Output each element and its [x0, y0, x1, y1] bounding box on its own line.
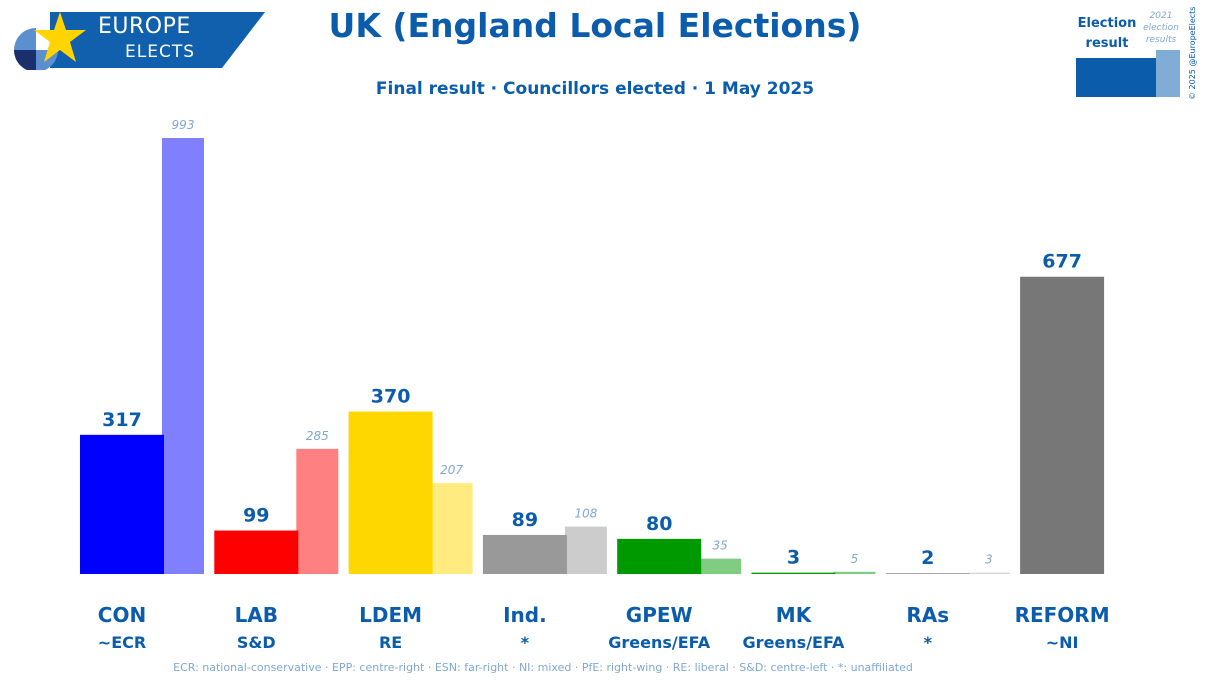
- value-label-prev-ind: 108: [574, 507, 597, 521]
- legend-previous-label: 2021 election results: [1143, 11, 1179, 45]
- category-label-lab: LAB: [235, 603, 278, 627]
- bar-con: [80, 434, 164, 574]
- bar-prev-lab: [296, 448, 339, 574]
- bar-prev-gpew: [699, 558, 742, 574]
- value-label-ind: 89: [512, 509, 538, 531]
- logo-text-elects: ELECTS: [125, 42, 195, 62]
- value-label-gpew: 80: [646, 513, 672, 535]
- value-label-prev-ras: 3: [985, 553, 993, 567]
- bar-ras: [885, 573, 970, 574]
- europe-elects-logo: EUROPE ELECTS: [10, 12, 265, 70]
- legend: Election result 2021 election results: [1070, 10, 1200, 105]
- bar-ind: [482, 534, 567, 574]
- value-label-prev-gpew: 35: [713, 539, 728, 553]
- category-label-gpew: GPEW: [626, 603, 693, 627]
- footer-legend: ECR: national-conservative · EPP: centre…: [173, 661, 913, 674]
- bar-prev-ind: [564, 526, 607, 574]
- group-label-ind: *: [521, 633, 530, 652]
- legend-previous-swatch: [1156, 50, 1180, 97]
- logo-star-icon: [14, 12, 86, 70]
- value-label-ldem: 370: [371, 386, 411, 408]
- group-label-ldem: RE: [379, 633, 402, 652]
- chart-title: UK (England Local Elections): [328, 6, 862, 45]
- value-label-reform: 677: [1042, 251, 1082, 273]
- category-label-ras: RAs: [906, 603, 949, 627]
- logo-text-europe: EUROPE: [98, 14, 191, 39]
- bar-prev-ldem: [430, 483, 473, 574]
- bar-reform: [1020, 276, 1105, 574]
- category-label-ind: Ind.: [503, 603, 547, 627]
- group-label-ras: *: [924, 633, 933, 652]
- value-label-prev-mk: 5: [851, 552, 859, 566]
- bar-mk: [751, 572, 836, 574]
- category-label-mk: MK: [776, 603, 813, 627]
- bar-prev-ras: [967, 572, 1010, 574]
- chart-subtitle: Final result · Councillors elected · 1 M…: [375, 79, 815, 99]
- value-label-ras: 2: [921, 547, 934, 569]
- bar-prev-con: [162, 138, 204, 574]
- category-label-reform: REFORM: [1015, 603, 1110, 627]
- value-label-lab: 99: [243, 505, 269, 527]
- group-label-con: ~ECR: [98, 633, 146, 652]
- group-label-lab: S&D: [237, 633, 276, 652]
- category-label-con: CON: [98, 603, 146, 627]
- value-label-prev-con: 993: [172, 118, 195, 132]
- value-label-prev-lab: 285: [306, 429, 329, 443]
- legend-current-swatch: [1076, 58, 1156, 97]
- bar-prev-mk: [833, 571, 876, 574]
- group-label-mk: Greens/EFA: [743, 633, 846, 652]
- bar-lab: [214, 530, 299, 574]
- legend-current-label: Election result: [1077, 16, 1137, 51]
- bar-gpew: [617, 538, 702, 574]
- group-label-gpew: Greens/EFA: [608, 633, 711, 652]
- value-label-prev-ldem: 207: [440, 463, 463, 477]
- group-label-reform: ~NI: [1046, 633, 1079, 652]
- bar-ldem: [348, 411, 433, 574]
- value-label-mk: 3: [787, 547, 800, 569]
- category-label-ldem: LDEM: [359, 603, 422, 627]
- value-label-con: 317: [102, 409, 142, 431]
